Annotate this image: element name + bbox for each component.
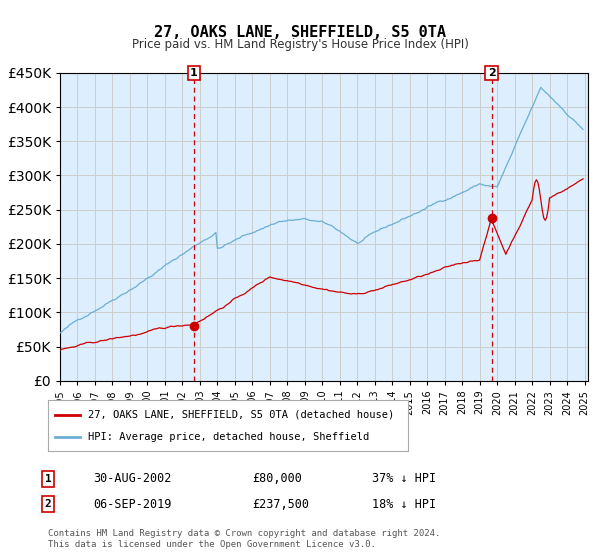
Text: Contains HM Land Registry data © Crown copyright and database right 2024.
This d: Contains HM Land Registry data © Crown c…	[48, 529, 440, 549]
Text: 1: 1	[190, 68, 198, 78]
Text: HPI: Average price, detached house, Sheffield: HPI: Average price, detached house, Shef…	[88, 432, 369, 442]
Text: 06-SEP-2019: 06-SEP-2019	[93, 497, 172, 511]
Text: 18% ↓ HPI: 18% ↓ HPI	[372, 497, 436, 511]
Text: 1: 1	[44, 474, 52, 484]
Text: 27, OAKS LANE, SHEFFIELD, S5 0TA (detached house): 27, OAKS LANE, SHEFFIELD, S5 0TA (detach…	[88, 409, 394, 419]
Text: 37% ↓ HPI: 37% ↓ HPI	[372, 472, 436, 486]
Text: 30-AUG-2002: 30-AUG-2002	[93, 472, 172, 486]
Text: 2: 2	[488, 68, 496, 78]
Text: 2: 2	[44, 499, 52, 509]
Text: 27, OAKS LANE, SHEFFIELD, S5 0TA: 27, OAKS LANE, SHEFFIELD, S5 0TA	[154, 25, 446, 40]
Text: £237,500: £237,500	[252, 497, 309, 511]
Text: Price paid vs. HM Land Registry's House Price Index (HPI): Price paid vs. HM Land Registry's House …	[131, 38, 469, 51]
Text: £80,000: £80,000	[252, 472, 302, 486]
